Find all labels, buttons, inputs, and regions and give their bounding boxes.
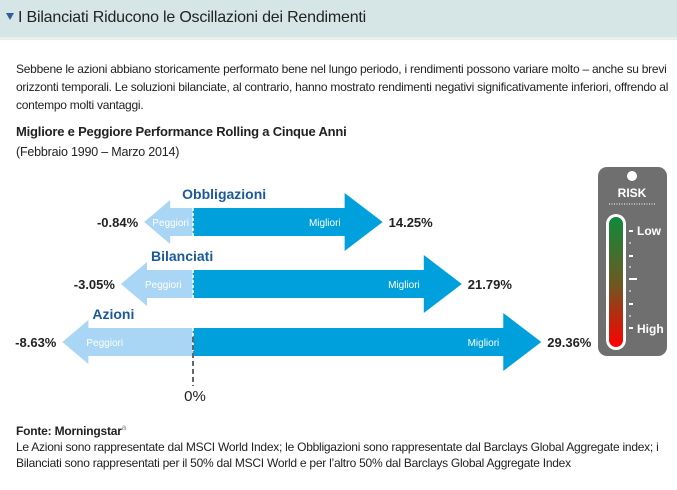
source-text: Fonte: Morningstar <box>16 424 122 438</box>
worst-value-label: -8.63% <box>15 335 57 350</box>
worst-value-label: -3.05% <box>74 277 116 292</box>
worst-arrow-label: Peggiori <box>145 280 182 291</box>
risk-gauge: RISK Low High <box>598 167 667 356</box>
risk-bar <box>609 217 623 347</box>
risk-high-label: High <box>637 322 664 336</box>
category-label: Obbligazioni <box>182 186 266 202</box>
worst-value-label: -0.84% <box>97 215 139 230</box>
category-label: Bilanciati <box>151 248 213 264</box>
category-label: Azioni <box>92 306 134 322</box>
intro-text: Sebbene le azioni abbiano storicamente p… <box>16 62 669 112</box>
source-footnote: a <box>121 423 126 432</box>
best-arrow-label: Migliori <box>309 218 341 229</box>
section-title: I Bilanciati Riducono le Oscillazioni de… <box>18 9 366 26</box>
best-arrow <box>193 255 462 313</box>
best-arrow <box>193 313 542 371</box>
risk-low-label: Low <box>637 224 662 238</box>
best-value-label: 29.36% <box>547 335 592 350</box>
footnote-text: Le Azioni sono rappresentate dal MSCI Wo… <box>16 440 659 470</box>
worst-arrow-label: Peggiori <box>86 338 123 349</box>
source-label: Fonte: Morningstara <box>16 423 126 438</box>
worst-arrow <box>62 320 194 364</box>
best-arrow-label: Migliori <box>468 338 500 349</box>
chart-title: Migliore e Peggiore Performance Rolling … <box>16 124 347 139</box>
best-value-label: 14.25% <box>389 215 434 230</box>
best-value-label: 21.79% <box>468 277 513 292</box>
zero-label: 0% <box>184 388 206 405</box>
worst-arrow <box>120 262 193 306</box>
risk-title: RISK <box>618 186 647 200</box>
collapse-triangle-icon[interactable] <box>6 13 14 20</box>
worst-arrow <box>144 200 193 244</box>
risk-hole <box>627 171 637 181</box>
best-arrow-label: Migliori <box>388 280 420 291</box>
best-arrow <box>193 193 383 251</box>
worst-arrow-label: Peggiori <box>152 218 189 229</box>
chart-subtitle: (Febbraio 1990 – Marzo 2014) <box>16 145 180 159</box>
section-header[interactable]: I Bilanciati Riducono le Oscillazioni de… <box>0 0 677 40</box>
